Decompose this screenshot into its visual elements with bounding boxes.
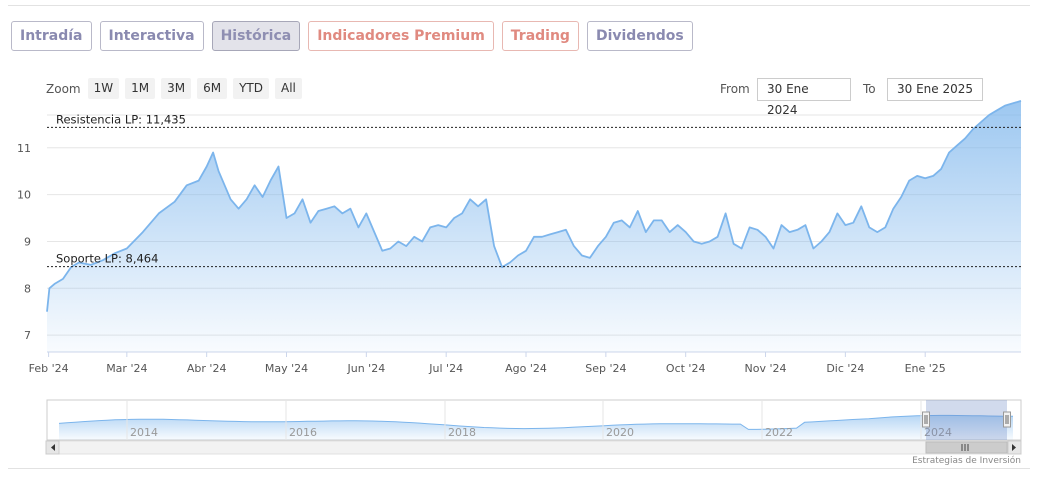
- navigator-line: [58, 414, 1013, 430]
- x-tick-label: Mar '24: [106, 362, 147, 375]
- navigator-year-label: 2020: [606, 426, 634, 439]
- tab-trading[interactable]: Trading: [501, 21, 579, 51]
- y-tick-label: 10: [17, 189, 31, 202]
- zoom-selector: Zoom 1W 1M 3M 6M YTD All: [46, 78, 308, 99]
- x-tick-label: Ene '25: [905, 362, 946, 375]
- tab-historica[interactable]: Histórica: [211, 21, 301, 51]
- range-to-input[interactable]: 30 Ene 2025: [887, 78, 983, 101]
- x-tick-label: Nov '24: [745, 362, 787, 375]
- chart-credit: Estrategias de Inversión: [912, 456, 1021, 466]
- x-axis: Feb '24 Mar '24 Abr '24 May '24 Jun '24 Jul '…: [29, 352, 946, 375]
- tab-bar: Intradía Interactiva Histórica Indicador…: [11, 21, 701, 51]
- zoom-button-ytd[interactable]: YTD: [233, 78, 269, 99]
- zoom-button-1m[interactable]: 1M: [125, 78, 156, 99]
- tab-indicadores-premium[interactable]: Indicadores Premium: [308, 21, 494, 51]
- bottom-divider: [8, 468, 1030, 469]
- reference-line-label: Soporte LP: 8,464: [56, 252, 158, 266]
- scrollbar-track[interactable]: [45, 440, 1022, 455]
- x-tick-label: Sep '24: [585, 362, 626, 375]
- zoom-button-3m[interactable]: 3M: [161, 78, 192, 99]
- navigator-handle-right[interactable]: [1003, 411, 1011, 428]
- tab-intradia[interactable]: Intradía: [11, 21, 92, 51]
- x-tick-label: Jul '24: [428, 362, 463, 375]
- range-from-input[interactable]: 30 Ene 2024: [757, 78, 851, 117]
- scrollbar-thumb[interactable]: [925, 441, 1008, 454]
- price-area-fill: [47, 100, 1021, 353]
- zoom-button-1w[interactable]: 1W: [87, 78, 120, 99]
- navigator-year-label: 2024: [924, 426, 952, 439]
- chart-reference-lines: Resistencia LP: 11,435 Soporte LP: 8,464: [47, 112, 1021, 268]
- x-tick-label: Oct '24: [666, 362, 706, 375]
- x-tick-label: Jun '24: [346, 362, 385, 375]
- scroll-right-arrow-icon: [1012, 444, 1016, 451]
- navigator-year-label: 2016: [289, 426, 317, 439]
- y-tick-label: 8: [24, 282, 31, 295]
- price-line: [46, 100, 1022, 312]
- zoom-button-all[interactable]: All: [275, 78, 302, 99]
- x-tick-label: Dic '24: [826, 362, 864, 375]
- y-tick-label: 11: [17, 142, 31, 155]
- y-tick-label: 7: [24, 329, 31, 342]
- top-divider: [8, 5, 1030, 6]
- x-tick-label: May '24: [265, 362, 308, 375]
- navigator-selection[interactable]: [926, 400, 1007, 440]
- zoom-label: Zoom: [46, 81, 81, 96]
- navigator-year-label: 2018: [448, 426, 476, 439]
- reference-line-label: Resistencia LP: 11,435: [56, 112, 186, 126]
- x-tick-label: Abr '24: [187, 362, 227, 375]
- y-tick-label: 9: [24, 235, 31, 248]
- range-to-label: To: [863, 82, 876, 96]
- navigator-year-label: 2022: [765, 426, 793, 439]
- scroll-left-arrow-icon: [51, 444, 55, 451]
- range-from-label: From: [720, 82, 750, 96]
- x-tick-label: Ago '24: [505, 362, 547, 375]
- zoom-button-6m[interactable]: 6M: [197, 78, 228, 99]
- navigator-year-label: 2014: [130, 426, 158, 439]
- y-axis: 7 8 9 10 11: [17, 142, 31, 342]
- tab-dividendos[interactable]: Dividendos: [586, 21, 693, 51]
- chart-area: [46, 100, 1022, 353]
- x-tick-label: Feb '24: [29, 362, 69, 375]
- navigator[interactable]: 2014 2016 2018 2020 2022 2024: [45, 399, 1022, 455]
- navigator-handle-left[interactable]: [922, 411, 930, 428]
- tab-interactiva[interactable]: Interactiva: [99, 21, 204, 51]
